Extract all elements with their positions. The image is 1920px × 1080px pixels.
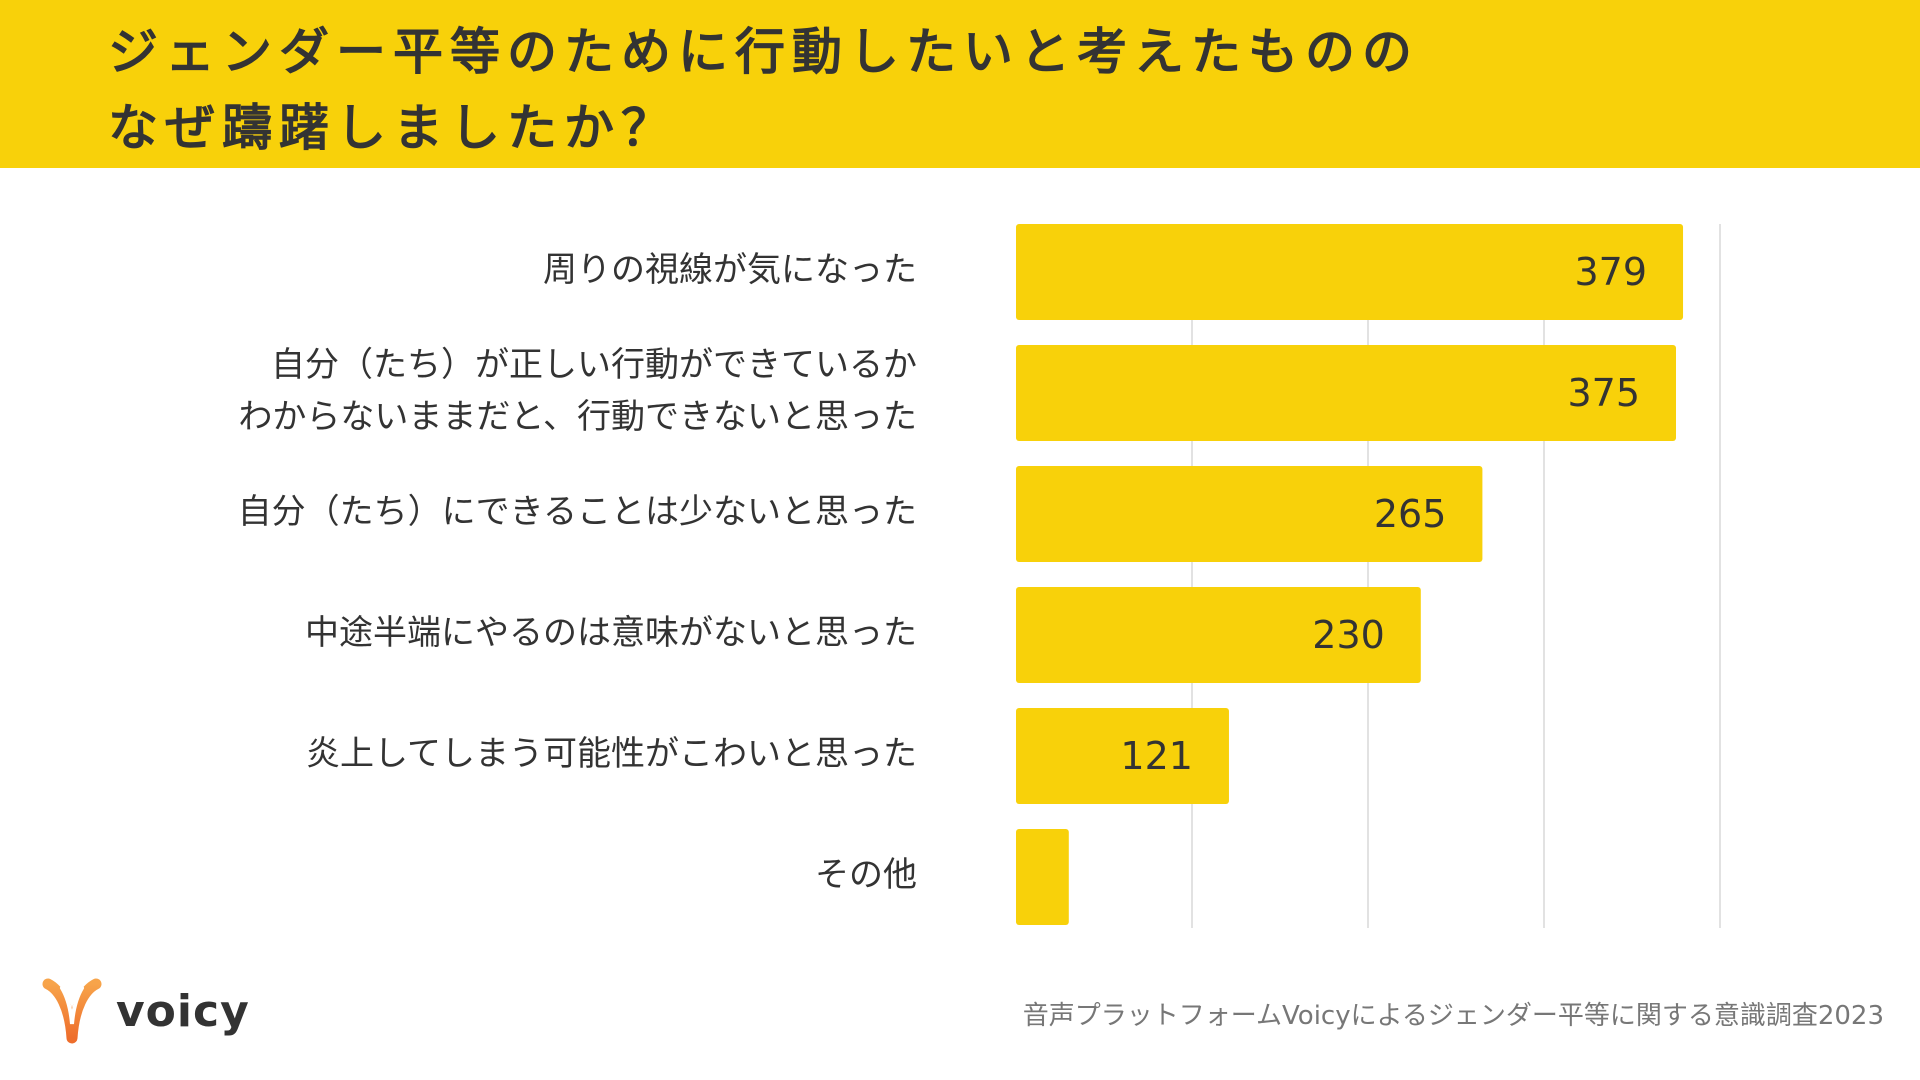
grid-lines bbox=[1191, 224, 1721, 928]
category-label-line: わからないままだと、行動できないと思った bbox=[238, 397, 917, 437]
bar bbox=[1016, 345, 1676, 441]
bar bbox=[1016, 708, 1229, 804]
brand-name: voicy bbox=[116, 985, 250, 1037]
bar-value-label: 230 bbox=[1312, 613, 1385, 657]
category-label: 自分（たち）が正しい行動ができているかわからないままだと、行動できないと思った bbox=[157, 339, 917, 443]
bar-value-label: 265 bbox=[1374, 492, 1447, 536]
category-label-line: 自分（たち）にできることは少ないと思った bbox=[237, 492, 917, 532]
title-line-2: なぜ躊躇しましたか？ bbox=[108, 99, 678, 157]
source-note: 音声プラットフォームVoicyによるジェンダー平等に関する意識調査2023 bbox=[1022, 1001, 1884, 1031]
category-label: 炎上してしまう可能性がこわいと思った bbox=[157, 728, 917, 780]
category-label: 中途半端にやるのは意味がないと思った bbox=[157, 607, 917, 659]
category-label-line: 周りの視線が気になった bbox=[543, 250, 917, 290]
category-label-line: 中途半端にやるのは意味がないと思った bbox=[305, 613, 917, 653]
brand-logo: voicy bbox=[42, 978, 250, 1044]
category-label: 自分（たち）にできることは少ないと思った bbox=[157, 486, 917, 538]
voicy-v-logo-icon bbox=[42, 978, 102, 1044]
title-line-1: ジェンダー平等のために行動したいと考えたものの bbox=[108, 23, 1419, 81]
category-label-line: 炎上してしまう可能性がこわいと思った bbox=[306, 734, 917, 774]
page-title: ジェンダー平等のために行動したいと考えたものの なぜ躊躇しましたか？ bbox=[108, 14, 1808, 166]
value-labels: 379 375 265 230 121 bbox=[1120, 250, 1647, 778]
bars bbox=[1016, 224, 1684, 925]
category-label: 周りの視線が気になった bbox=[157, 244, 917, 296]
bar-value-label: 375 bbox=[1567, 371, 1640, 415]
bar bbox=[1016, 466, 1483, 562]
category-label: その他 bbox=[157, 849, 917, 901]
bar-value-label: 121 bbox=[1120, 734, 1193, 778]
category-label-line: 自分（たち）が正しい行動ができているか bbox=[271, 345, 917, 385]
bar bbox=[1016, 587, 1421, 683]
title-banner bbox=[0, 0, 1920, 168]
bar bbox=[1016, 224, 1684, 320]
category-label-line: その他 bbox=[815, 855, 917, 895]
bar bbox=[1016, 829, 1069, 925]
bar-value-label: 379 bbox=[1575, 250, 1648, 294]
